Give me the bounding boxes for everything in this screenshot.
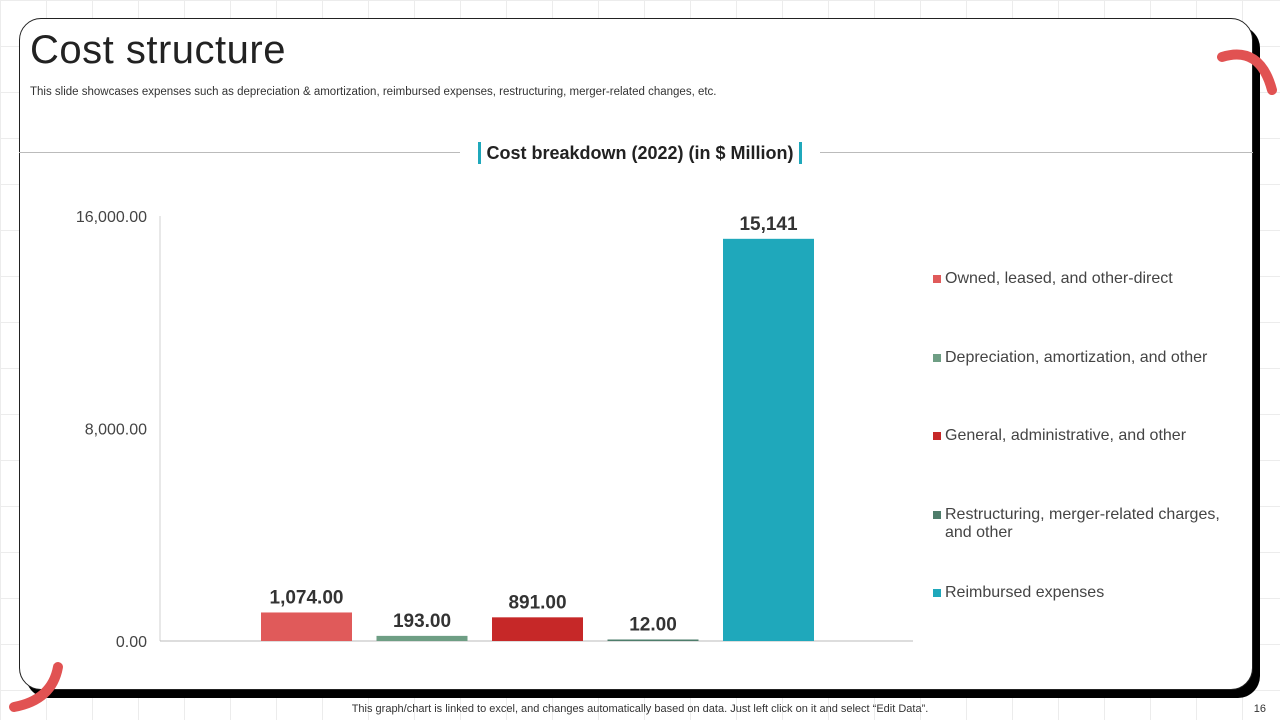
legend-item: Reimbursed expenses bbox=[930, 584, 1104, 602]
legend-label: General, administrative, and other bbox=[945, 427, 1187, 444]
legend-item: General, administrative, and other bbox=[930, 427, 1186, 445]
page-subtitle: This slide showcases expenses such as de… bbox=[30, 86, 717, 98]
top-right-arc-decoration bbox=[1217, 49, 1277, 95]
legend-item: Owned, leased, and other-direct bbox=[930, 270, 1173, 288]
y-tick-label: 0.00 bbox=[116, 634, 147, 651]
legend-swatch bbox=[933, 275, 941, 283]
bar[interactable] bbox=[376, 635, 468, 641]
bar[interactable] bbox=[261, 612, 352, 641]
bar[interactable] bbox=[607, 639, 699, 642]
legend-label: Restructuring, merger-related charges, a… bbox=[945, 506, 1220, 541]
bar-data-label: 193.00 bbox=[393, 611, 451, 632]
bar-data-label: 1,074.00 bbox=[270, 587, 344, 608]
page-title: Cost structure bbox=[30, 28, 286, 72]
page-number: 16 bbox=[1253, 703, 1266, 715]
bar[interactable] bbox=[723, 238, 814, 641]
footer-note: This graph/chart is linked to excel, and… bbox=[351, 703, 929, 715]
bar-data-label: 12.00 bbox=[629, 615, 677, 636]
y-tick-label: 16,000.00 bbox=[76, 209, 147, 226]
slide-card bbox=[19, 18, 1253, 690]
legend-swatch bbox=[933, 589, 941, 597]
legend-swatch bbox=[933, 511, 941, 519]
legend-label: Depreciation, amortization, and other bbox=[945, 349, 1208, 366]
y-tick-label: 8,000.00 bbox=[85, 422, 147, 439]
legend-label: Owned, leased, and other-direct bbox=[945, 270, 1173, 287]
chart-title-container: Cost breakdown (2022) (in $ Million) bbox=[460, 140, 820, 166]
legend-swatch bbox=[933, 354, 941, 362]
bar-data-label: 891.00 bbox=[508, 592, 566, 613]
bottom-left-arc-decoration bbox=[9, 662, 63, 712]
chart-title: Cost breakdown (2022) (in $ Million) bbox=[478, 142, 802, 164]
legend-item: Depreciation, amortization, and other bbox=[930, 349, 1207, 367]
legend-item: Restructuring, merger-related charges, a… bbox=[930, 506, 1220, 542]
legend-swatch bbox=[933, 432, 941, 440]
legend-label: Reimbursed expenses bbox=[945, 584, 1105, 601]
bar-data-label: 15,141 bbox=[739, 214, 798, 235]
bar[interactable] bbox=[492, 617, 583, 641]
